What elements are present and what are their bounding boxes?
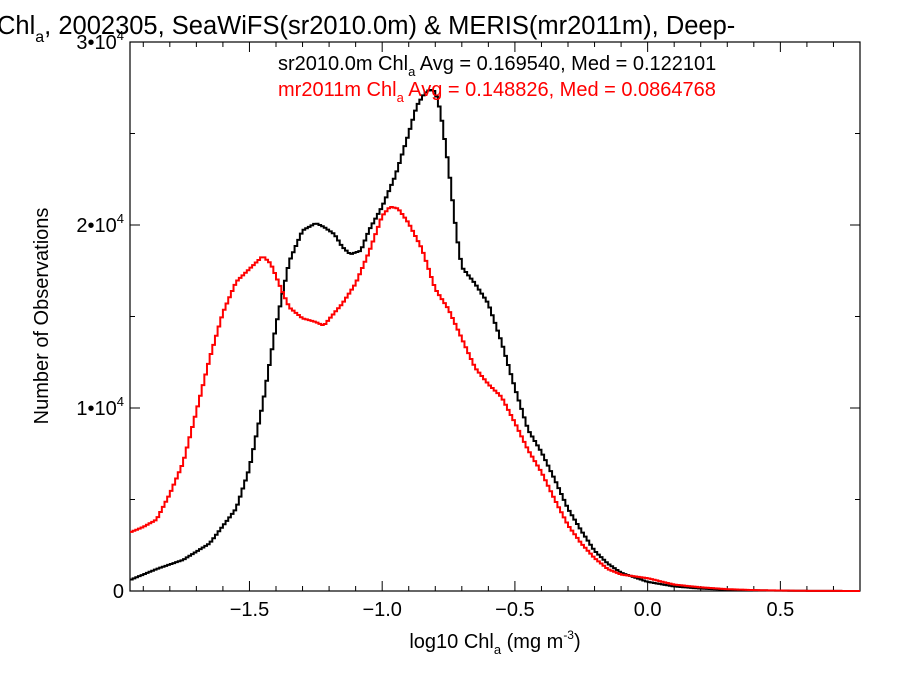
series-line-red <box>130 206 860 592</box>
x-tick-label: −1.5 <box>230 599 269 621</box>
x-tick-label: −0.5 <box>495 599 534 621</box>
series-line-black <box>130 89 860 592</box>
x-tick-label: −1.0 <box>362 599 401 621</box>
y-axis-label: Number of Observations <box>31 208 53 425</box>
series-layer <box>130 89 860 592</box>
plot-frame <box>129 41 861 592</box>
stats-line-red: mr2011m Chla Avg = 0.148826, Med = 0.086… <box>278 79 716 105</box>
y-tick-label: 1•104 <box>76 394 124 420</box>
y-tick-label: 2•104 <box>76 211 124 237</box>
y-tick-label: 3•104 <box>76 28 124 54</box>
chart-title: Chla, 2002305, SeaWiFS(sr2010.0m) & MERI… <box>0 12 735 46</box>
x-axis-label: log10 Chla (mg m-3) <box>409 628 580 657</box>
y-tick-label: 0 <box>113 581 124 603</box>
x-tick-label: 0.5 <box>766 599 794 621</box>
x-tick-labels: −1.5 −1.0 −0.5 0.0 0.5 <box>230 599 795 621</box>
stats-line-black: sr2010.0m Chla Avg = 0.169540, Med = 0.1… <box>278 53 716 79</box>
axis-ticks <box>130 41 861 592</box>
y-tick-labels: 0 1•104 2•104 3•104 <box>76 28 124 603</box>
x-tick-label: 0.0 <box>634 599 662 621</box>
